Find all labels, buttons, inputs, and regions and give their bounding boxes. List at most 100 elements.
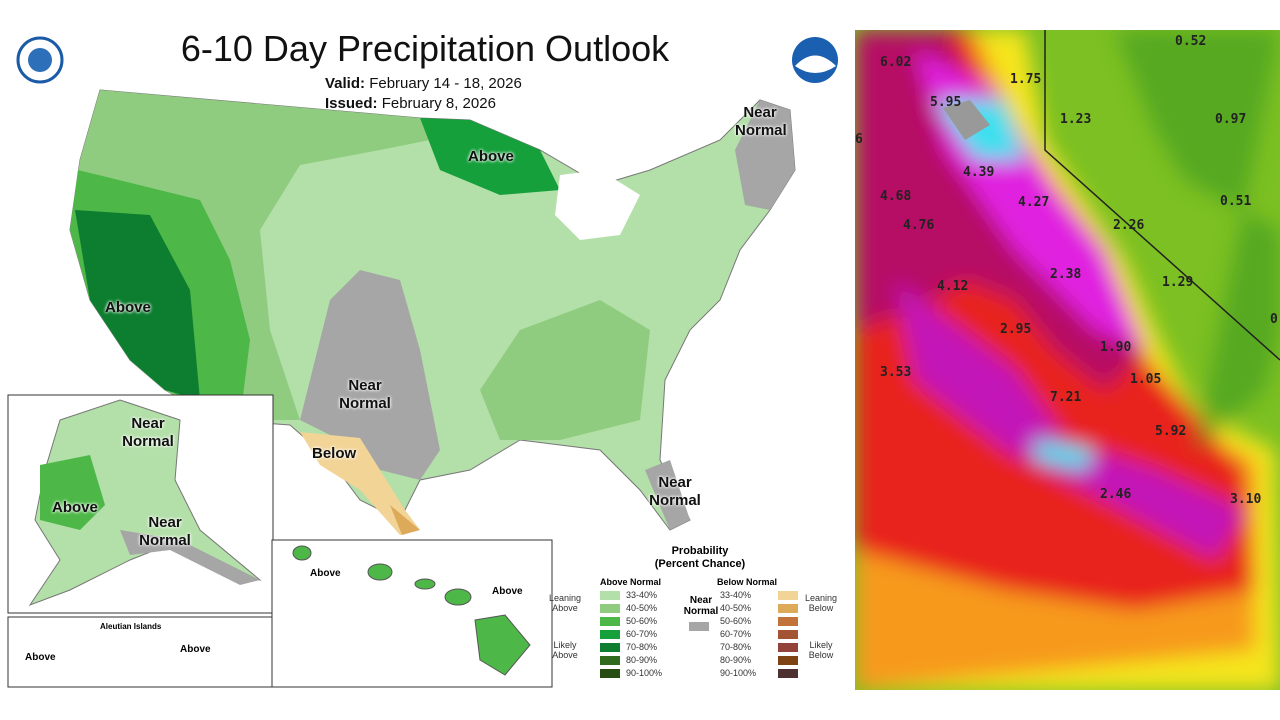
precip-value-label: 4.12 xyxy=(937,279,969,294)
legend-leaning-above: Leaning Above xyxy=(548,593,582,613)
precip-value-label: 4.76 xyxy=(903,218,935,233)
legend-leaning-below: Leaning Below xyxy=(804,593,838,613)
legend-range: 33-40% xyxy=(626,590,658,600)
legend-range: 60-70% xyxy=(626,629,658,639)
legend-subtitle: (Percent Chance) xyxy=(654,558,746,570)
hawaii-islands xyxy=(292,545,531,676)
valid-value: February 14 - 18, 2026 xyxy=(369,75,522,92)
label-hawaii-west: Above xyxy=(310,568,341,579)
legend-swatch xyxy=(600,656,620,665)
legend-near-swatch xyxy=(689,622,709,631)
legend-range: 90-100% xyxy=(720,668,757,678)
precip-value-label: 2.46 xyxy=(1100,487,1132,502)
label-west: Above xyxy=(105,299,151,316)
precip-value-label: 5.92 xyxy=(1155,424,1187,439)
legend-swatch xyxy=(600,669,620,678)
precip-value-label: 3.53 xyxy=(880,365,912,380)
alaska-above xyxy=(40,455,105,530)
precip-value-label: 4.68 xyxy=(880,189,912,204)
florida-near-normal xyxy=(645,460,690,530)
label-hawaii-east: Above xyxy=(492,586,523,597)
legend: Probability (Percent Chance) Above Normal… xyxy=(549,543,845,688)
legend-swatch xyxy=(600,643,620,652)
legend-range: 60-70% xyxy=(720,629,752,639)
label-great-lakes: Above xyxy=(468,148,514,165)
label-alaska-south: Near Normal xyxy=(139,514,191,549)
precip-value-label: 0.97 xyxy=(1215,112,1247,127)
legend-swatch xyxy=(778,617,798,626)
precip-value-label: 1.05 xyxy=(1130,372,1162,387)
legend-swatch xyxy=(778,604,798,613)
aleutian-title: Aleutian Islands xyxy=(100,622,162,631)
label-northeast: Near Normal xyxy=(735,104,787,139)
legend-above-header: Above Normal xyxy=(600,577,662,587)
legend-likely-above: Likely Above xyxy=(552,640,578,660)
great-lakes-above xyxy=(420,118,560,195)
legend-swatch xyxy=(778,669,798,678)
legend-range: 80-90% xyxy=(626,655,658,665)
doc-seal-center xyxy=(28,48,52,72)
precip-value-label: 0.52 xyxy=(1175,34,1207,49)
precip-value-label: 5.95 xyxy=(930,95,962,110)
label-texas: Below xyxy=(312,445,357,462)
legend-swatch xyxy=(778,630,798,639)
us-outlook-map xyxy=(7,36,838,688)
northeast-near-normal xyxy=(735,100,795,210)
aleutian-inset xyxy=(7,616,274,688)
issued-value: February 8, 2026 xyxy=(381,95,496,112)
legend-range: 70-80% xyxy=(720,642,752,652)
texas-below-40-50 xyxy=(390,505,420,535)
legend-range: 40-50% xyxy=(720,603,752,613)
texas-below xyxy=(300,432,420,535)
precip-value-label: 6.02 xyxy=(880,55,912,70)
precip-value-label: 7.21 xyxy=(1050,390,1082,405)
legend-title: Probability (Percent Chance) xyxy=(555,545,845,571)
southwest-near-normal xyxy=(300,270,440,480)
precip-value-label: 0.6 xyxy=(1270,312,1280,327)
precip-value-label: 6 xyxy=(855,132,863,147)
label-alaska-west: Above xyxy=(52,499,98,516)
noaa-logo-wave xyxy=(795,55,836,73)
precip-value-label: 1.23 xyxy=(1060,112,1092,127)
label-aleutian-left: Above xyxy=(25,652,56,663)
legend-range: 50-60% xyxy=(720,616,752,626)
legend-swatch xyxy=(600,617,620,626)
issued-date: Issued: February 8, 2026 xyxy=(325,95,496,112)
precip-value-label: 3.10 xyxy=(1230,492,1262,507)
legend-range: 33-40% xyxy=(720,590,752,600)
legend-range: 50-60% xyxy=(626,616,658,626)
label-florida: Near Normal xyxy=(649,474,701,509)
precip-value-label: 0.51 xyxy=(1220,194,1252,209)
legend-swatch xyxy=(778,643,798,652)
legend-range: 80-90% xyxy=(720,655,752,665)
southeast-40-50 xyxy=(480,300,650,440)
precip-value-label: 1.29 xyxy=(1162,275,1194,290)
precip-value-label: 4.39 xyxy=(963,165,995,180)
legend-swatch xyxy=(600,630,620,639)
legend-swatch xyxy=(600,591,620,600)
label-southwest: Near Normal xyxy=(339,377,391,412)
precip-value-label: 1.90 xyxy=(1100,340,1132,355)
precip-value-label: 4.27 xyxy=(1018,195,1050,210)
legend-range: 70-80% xyxy=(626,642,658,652)
precip-value-label: 2.38 xyxy=(1050,267,1082,282)
issued-label: Issued: xyxy=(325,95,378,112)
precip-value-label: 2.95 xyxy=(1000,322,1032,337)
alaska-near-normal xyxy=(120,530,260,585)
precip-totals-map: 6.02 1.75 5.95 1.23 0.97 0.52 6 4.39 4.27 4.68 4.7… xyxy=(855,30,1280,690)
legend-near-label: Near Normal xyxy=(683,595,719,617)
legend-likely-below: Likely Below xyxy=(808,640,834,660)
valid-label: Valid: xyxy=(325,75,366,92)
legend-below-header: Below Normal xyxy=(717,577,778,587)
legend-range: 90-100% xyxy=(626,668,663,678)
label-alaska-north: Near Normal xyxy=(122,415,174,450)
lake-tahoe-gray xyxy=(943,100,990,140)
great-lakes-water xyxy=(555,170,640,240)
legend-swatch xyxy=(778,591,798,600)
valid-dates: Valid: February 14 - 18, 2026 xyxy=(325,75,522,92)
legend-range: 40-50% xyxy=(626,603,658,613)
outlook-map-panel: 6-10 Day Precipitation Outlook Valid: Fe… xyxy=(7,28,845,688)
precip-value-label: 1.75 xyxy=(1010,72,1042,87)
legend-swatch xyxy=(600,604,620,613)
legend-title-text: Probability xyxy=(671,545,729,557)
